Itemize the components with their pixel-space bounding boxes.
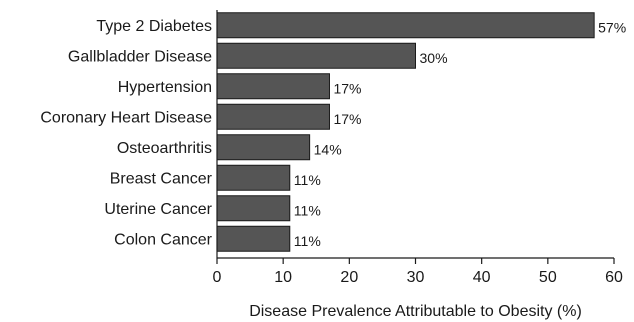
category-label: Coronary Heart Disease [40,109,212,126]
category-label: Type 2 Diabetes [96,18,212,35]
x-tick-label: 50 [539,269,557,286]
category-label: Uterine Cancer [104,201,212,218]
category-label: Breast Cancer [110,170,213,187]
x-tick-label: 60 [605,269,623,286]
data-label: 57% [598,19,626,35]
category-label: Gallbladder Disease [68,48,212,65]
category-label: Hypertension [118,79,212,96]
x-tick-label: 30 [407,269,425,286]
x-tick-label: 10 [274,269,292,286]
data-label: 17% [333,111,361,127]
data-label: 11% [294,202,321,218]
data-label: 11% [294,172,321,188]
bars-group [216,12,595,252]
x-tick-label: 40 [473,269,491,286]
data-label: 14% [314,141,342,157]
bar [216,103,330,130]
x-ticks: 0 10 20 30 40 50 60 [213,258,623,286]
bar [216,225,291,252]
category-labels: Type 2 Diabetes Gallbladder Disease Hypert… [40,18,212,249]
bar [216,164,291,191]
bar [216,42,416,69]
bar [216,12,595,39]
category-label: Colon Cancer [114,231,213,248]
bar [216,195,291,222]
data-label: 11% [294,233,321,249]
data-labels: 57% 30% 17% 17% 14% 11% 11% 11% [294,19,626,249]
data-label: 17% [333,80,361,96]
x-tick-label: 20 [340,269,358,286]
bar [216,134,311,161]
category-label: Osteoarthritis [117,140,212,157]
data-label: 30% [420,50,448,66]
bar [216,73,330,100]
x-axis-title: Disease Prevalence Attributable to Obesi… [249,303,582,320]
x-tick-label: 0 [213,269,222,286]
